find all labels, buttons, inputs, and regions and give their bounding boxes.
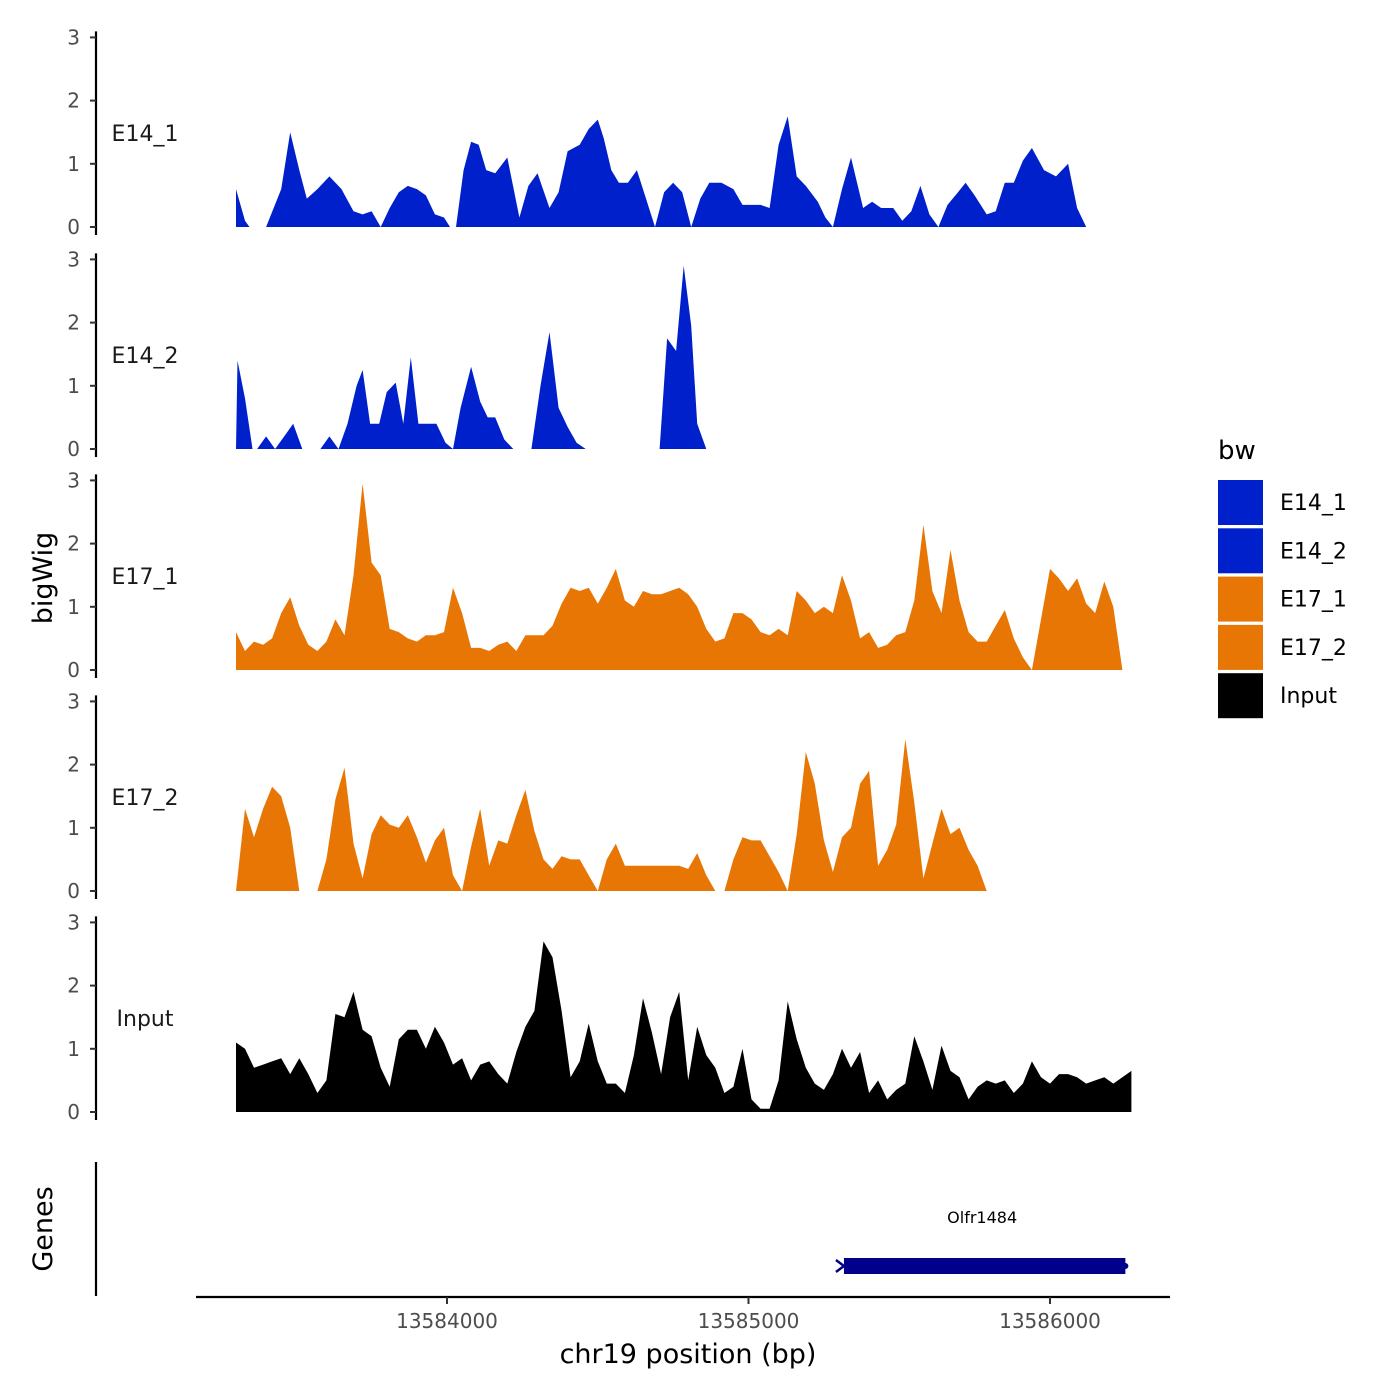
- signal-area-E17_1: [236, 483, 1132, 670]
- track-label-E17_1: E17_1: [112, 565, 179, 590]
- legend-label: E17_2: [1280, 636, 1347, 661]
- y-tick-label-Input-3: 3: [67, 910, 80, 934]
- y-tick-label-E14_1-1: 1: [67, 152, 80, 176]
- legend-swatch: [1218, 624, 1263, 670]
- x-tick-label-13584000: 13584000: [396, 1309, 498, 1333]
- y-tick-label-Input-0: 0: [67, 1100, 80, 1124]
- y-tick-label-E17_2-2: 2: [67, 753, 80, 777]
- legend-item-E17_2: E17_2: [1218, 624, 1347, 670]
- signal-area-E17_2: [236, 739, 1132, 891]
- legend-item-E17_1: E17_1: [1218, 576, 1347, 622]
- y-tick-label-E14_1-3: 3: [67, 25, 80, 49]
- signal-area-E14_2: [236, 265, 1129, 449]
- y-axis-title: bigWig: [28, 532, 59, 625]
- legend-label: Input: [1280, 684, 1337, 709]
- y-tick-label-E17_1-1: 1: [67, 595, 80, 619]
- legend-swatch: [1218, 480, 1263, 525]
- y-tick-label-Input-1: 1: [67, 1037, 80, 1061]
- legend-label: E14_1: [1280, 491, 1347, 516]
- y-tick-label-E14_2-2: 2: [67, 311, 80, 335]
- legend-title: bw: [1218, 436, 1256, 466]
- y-tick-label-E17_2-0: 0: [67, 879, 80, 903]
- legend-swatch: [1218, 576, 1263, 622]
- legend-swatch: [1218, 528, 1263, 574]
- gene-label: Olfr1484: [947, 1208, 1017, 1227]
- track-label-E17_2: E17_2: [112, 786, 179, 811]
- gene-end-marker: [1122, 1263, 1129, 1269]
- y-tick-label-E14_1-2: 2: [67, 89, 80, 113]
- genes-axis-title: Genes: [28, 1186, 59, 1271]
- y-tick-label-Input-2: 2: [67, 974, 80, 998]
- legend-label: E14_2: [1280, 539, 1347, 564]
- y-tick-label-E14_2-0: 0: [67, 437, 80, 461]
- track-Input: 0 1 2 3 Input: [67, 910, 1132, 1124]
- track-E14_1: 0 1 2 3 E14_1: [67, 25, 1129, 239]
- track-label-E14_2: E14_2: [112, 344, 179, 369]
- track-label-E14_1: E14_1: [112, 122, 179, 147]
- track-E17_2: 0 1 2 3 E17_2: [67, 689, 1132, 903]
- y-tick-label-E17_1-0: 0: [67, 658, 80, 682]
- signal-area-Input: [236, 941, 1132, 1112]
- gene-Olfr1484: Olfr1484: [835, 1208, 1129, 1274]
- x-tick-label-13585000: 13585000: [698, 1309, 800, 1333]
- track-label-Input: Input: [117, 1007, 174, 1032]
- legend-item-Input: Input: [1218, 673, 1337, 719]
- legend-swatch: [1218, 673, 1263, 719]
- track-E17_1: 0 1 2 3 E17_1: [67, 468, 1132, 682]
- signal-tracks: 0 1 2 3 E14_1 0 1 2 3 E14_2 0 1 2 3 E17_1 0 1 2 3 E17_2 0 1 2 3…: [67, 25, 1132, 1124]
- track-E14_2: 0 1 2 3 E14_2: [67, 247, 1129, 461]
- gene-strand-arrow-icon: [835, 1259, 847, 1273]
- y-tick-label-E17_2-1: 1: [67, 816, 80, 840]
- x-tick-label-13586000: 13586000: [999, 1309, 1101, 1333]
- gene-track: Olfr1484: [94, 1162, 1129, 1296]
- legend-item-E14_1: E14_1: [1218, 480, 1347, 525]
- x-axis-title: chr19 position (bp): [560, 1339, 817, 1370]
- y-tick-label-E14_1-0: 0: [67, 215, 80, 239]
- y-tick-label-E17_1-2: 2: [67, 532, 80, 556]
- legend: bw E14_1 E14_2 E17_1 E17_2 Input: [1218, 436, 1347, 719]
- y-tick-label-E14_2-3: 3: [67, 247, 80, 271]
- y-tick-label-E17_1-3: 3: [67, 468, 80, 492]
- gene-body: [843, 1258, 1126, 1274]
- signal-area-E14_1: [236, 116, 1129, 227]
- y-tick-label-E14_2-1: 1: [67, 374, 80, 398]
- legend-label: E17_1: [1280, 588, 1347, 613]
- y-tick-label-E17_2-3: 3: [67, 689, 80, 713]
- legend-item-E14_2: E14_2: [1218, 528, 1347, 574]
- x-axis: 13584000 13585000 13586000: [196, 1295, 1170, 1333]
